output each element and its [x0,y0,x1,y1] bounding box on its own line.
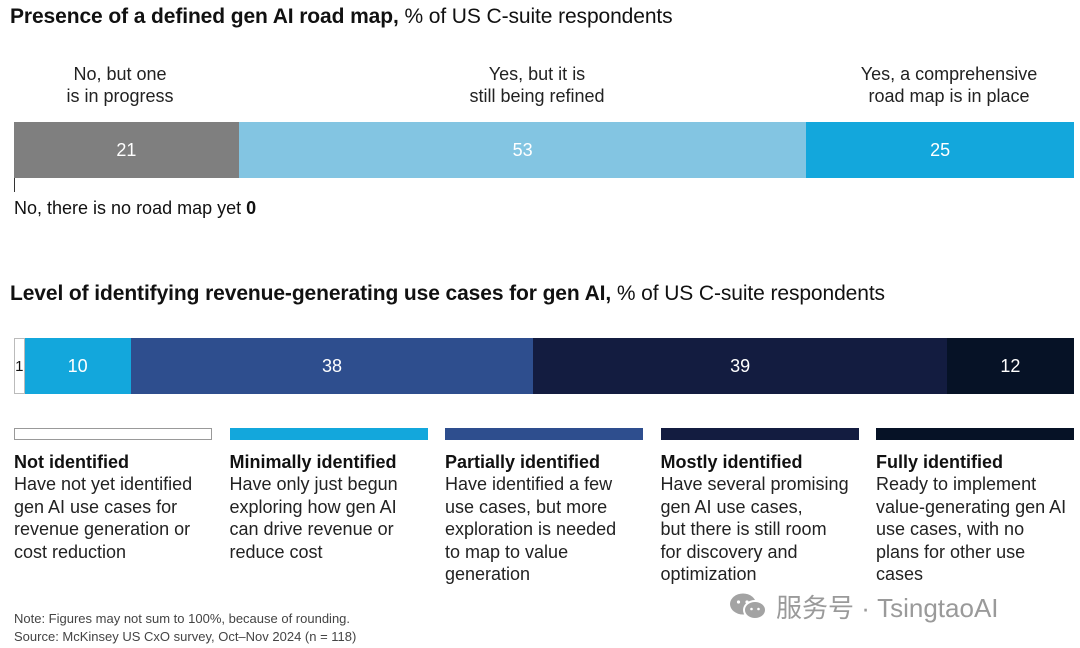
watermark-text: 服务号 · TsingtaoAI [776,593,999,623]
legend-heading: Not identified [14,452,129,472]
legend-description: Have not yet identified gen AI use cases … [14,473,212,563]
chart2-segment-2 [24,338,131,394]
chart1-value-label-2: 21 [116,139,137,160]
legend-description-line: plans for other use [876,541,1026,562]
chart1-segment-4 [806,122,1074,178]
legend-description-line: gen AI use cases, [660,496,803,517]
legend-description-line: value-generating gen AI [876,496,1067,517]
chart2-value-label-3: 38 [321,355,342,376]
legend-description-line: for discovery and [660,541,798,562]
legend-description: Ready to implement value-generating gen A… [876,473,1074,586]
legend-description-line: to map to value [445,541,569,562]
legend-item: Mostly identified Have several promising g… [660,428,859,586]
legend-heading: Partially identified [445,452,601,472]
legend-description-line: optimization [660,564,757,584]
legend-item: Minimally identified Have only just begun… [229,428,428,563]
chart1-stacked-bar: 21 53 25 [14,122,1074,178]
chart1-segment-3 [238,122,807,178]
legend-description-line: revenue generation or [14,519,191,539]
legend-description: Have only just begun exploring how gen AI… [230,473,428,563]
chart2-value-label-1: 1 [15,357,24,375]
chart2-title: Level of identifying revenue-generating … [10,282,885,305]
legend-heading: Minimally identified [229,452,397,472]
watermark: 服务号 · TsingtaoAI [728,588,999,625]
legend-description: Have identified a few use cases, but more… [445,473,643,586]
chart1-label-being-refined: Yes, but it is still being refined [469,64,605,106]
legend-description-line: Have several promising [660,474,849,494]
legend-description-line: reduce cost [229,541,323,562]
legend-description-line: use cases, but more [445,496,608,517]
legend-item: Not identified Have not yet identified gen… [14,428,212,563]
chart2-stacked-bar: 1 10 38 39 12 [14,338,1074,394]
chart2-segment-4 [533,338,947,394]
legend-description-line: exploration is needed [445,519,617,539]
legend-heading: Mostly identified [660,452,803,472]
legend-swatch [445,428,643,440]
chart1-zero-tick [14,178,15,192]
legend-description-line: use cases, with no [876,519,1025,539]
legend-description-line: but there is still room [660,519,827,539]
chart1-segment-2 [14,122,239,178]
legend-swatch [876,428,1074,440]
chart2-segment-3 [130,338,534,394]
chart1-label-in-progress: No, but one is in progress [66,64,174,106]
legend-description-line: exploring how gen AI [229,496,397,517]
chart2-value-label-5: 12 [1000,355,1021,376]
legend-swatch [14,428,212,440]
legend-heading: Fully identified [876,452,1004,472]
legend-description-line: gen AI use cases for [14,496,178,517]
legend-description-line: Have not yet identified [14,474,193,494]
chart1-title: Presence of a defined gen AI road map, %… [10,5,673,28]
chart2-segment-1 [14,338,25,394]
chart2-segment-5 [946,338,1074,394]
chart2-value-label-4: 39 [730,355,751,376]
chart1-value-label-4: 25 [930,139,951,160]
chart1-no-roadmap-label: No, there is no road map yet 0 [14,198,257,218]
source-text: Source: McKinsey US CxO survey, Oct–Nov … [14,629,357,644]
legend-description-line: can drive revenue or [229,519,394,539]
chart1-value-label-3: 53 [512,139,533,160]
wechat-icon [730,593,767,620]
legend-description-line: cost reduction [14,541,127,562]
chart-notes: Note: Figures may not sum to 100%, becau… [14,610,356,646]
legend-item: Partially identified Have identified a fe… [445,428,643,586]
chart1-no-roadmap-value: 0 [246,198,257,218]
legend-description-line: Have only just begun [229,474,398,494]
legend-item: Fully identified Ready to implement value-… [876,428,1074,586]
legend-description-line: cases [876,564,924,584]
legend-description-line: generation [445,564,531,584]
legend-description-line: Ready to implement [876,474,1037,494]
legend-swatch [660,428,859,440]
note-text: Note: Figures may not sum to 100%, becau… [14,611,351,626]
legend-description-line: Have identified a few [445,474,613,494]
chart1-label-comprehensive: Yes, a comprehensive road map is in plac… [860,64,1038,106]
legend-description: Have several promising gen AI use cases, b… [661,473,859,586]
legend-swatch [229,428,428,440]
chart2-value-label-2: 10 [67,355,88,376]
